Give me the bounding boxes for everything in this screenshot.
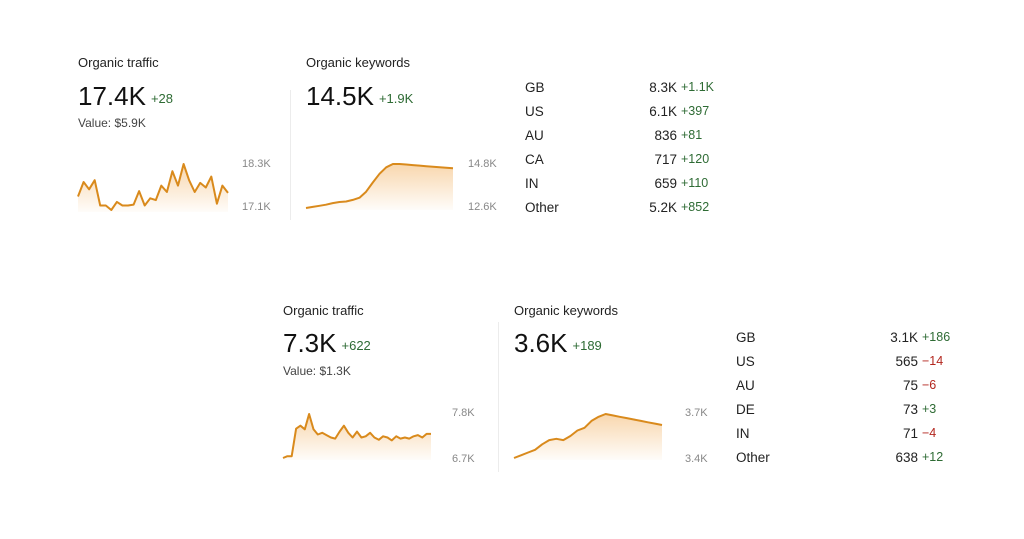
country-value: 8.3K [649,80,677,95]
country-name: GB [736,330,756,345]
country-name: IN [525,176,539,191]
country-name: GB [525,80,545,95]
bottom-keywords-value: 3.6K +189 [514,330,602,356]
top-traffic-value: 17.4K +28 [78,83,173,109]
country-row: Other 5.2K +852 [525,200,755,220]
country-value: 717 [654,152,677,167]
sparkline-area [514,414,662,460]
sparkline-area [78,164,228,212]
country-value: 3.1K [890,330,918,345]
country-row: Other 638 +12 [736,450,976,470]
country-delta: +3 [922,402,937,416]
country-delta: +110 [681,176,709,190]
country-name: CA [525,152,544,167]
country-row: IN 659 +110 [525,176,755,196]
country-value: 565 [895,354,918,369]
sparkline-line [305,163,454,209]
sparkline-area [283,414,431,460]
top-traffic-delta: +28 [150,91,174,106]
country-value: 836 [654,128,677,143]
bottom-traffic-axis-max: 7.8K [452,407,475,419]
bottom-divider [498,322,499,472]
sparkline-line [77,163,229,211]
top-country-table: GB 8.3K +1.1K US 6.1K +397 AU 836 +81 CA… [525,80,755,225]
country-delta: +81 [681,128,703,142]
country-row: AU 836 +81 [525,128,755,148]
country-name: DE [736,402,755,417]
country-row: GB 3.1K +186 [736,330,976,350]
top-traffic-money-value: Value: $5.9K [78,116,146,130]
bottom-traffic-money-value: Value: $1.3K [283,364,351,378]
bottom-traffic-delta: +622 [341,338,371,353]
country-row: GB 8.3K +1.1K [525,80,755,100]
country-row: US 565 −14 [736,354,976,374]
sparkline-line [282,413,431,459]
country-name: Other [525,200,559,215]
bottom-country-table: GB 3.1K +186 US 565 −14 AU 75 −6 DE 73 +… [736,330,976,475]
bottom-traffic-sparkline [282,413,431,460]
top-keywords-value: 14.5K +1.9K [306,83,413,109]
top-traffic-number: 17.4K [78,81,146,111]
top-keywords-delta: +1.9K [378,91,414,106]
sparkline-area [306,164,453,210]
country-name: US [525,104,544,119]
country-row: IN 71 −4 [736,426,976,446]
bottom-traffic-value: 7.3K +622 [283,330,371,356]
top-traffic-axis-max: 18.3K [242,158,271,170]
country-name: Other [736,450,770,465]
country-name: US [736,354,755,369]
country-value: 6.1K [649,104,677,119]
top-divider [290,90,291,220]
bottom-keywords-sparkline [513,413,663,460]
country-row: AU 75 −6 [736,378,976,398]
country-value: 659 [654,176,677,191]
country-name: AU [525,128,544,143]
country-delta: +12 [922,450,944,464]
top-traffic-label: Organic traffic [78,55,159,70]
country-value: 75 [902,378,918,393]
bottom-keywords-number: 3.6K [514,328,568,358]
bottom-keywords-axis-max: 3.7K [685,407,708,419]
country-delta: +186 [922,330,951,344]
top-panel: Organic traffic 17.4K +28 Value: $5.9K 18… [77,55,755,225]
top-keywords-number: 14.5K [306,81,374,111]
bottom-traffic-label: Organic traffic [283,303,364,318]
country-value: 73 [902,402,918,417]
bottom-traffic-axis-min: 6.7K [452,453,475,465]
country-value: 5.2K [649,200,677,215]
top-traffic-sparkline [77,163,229,212]
country-delta: −14 [922,354,944,368]
country-value: 638 [895,450,918,465]
top-keywords-axis-max: 14.8K [468,158,497,170]
country-value: 71 [902,426,918,441]
country-row: US 6.1K +397 [525,104,755,124]
bottom-keywords-label: Organic keywords [514,303,619,318]
top-traffic-axis-min: 17.1K [242,201,271,213]
country-delta: +1.1K [681,80,715,94]
country-name: IN [736,426,750,441]
country-delta: −4 [922,426,937,440]
country-name: AU [736,378,755,393]
sparkline-line [513,413,663,459]
country-delta: +397 [681,104,710,118]
top-keywords-sparkline [305,163,454,210]
bottom-keywords-axis-min: 3.4K [685,453,708,465]
bottom-keywords-delta: +189 [572,338,602,353]
bottom-traffic-number: 7.3K [283,328,337,358]
country-row: DE 73 +3 [736,402,976,422]
country-delta: +120 [681,152,710,166]
top-keywords-axis-min: 12.6K [468,201,497,213]
bottom-panel: Organic traffic 7.3K +622 Value: $1.3K 7.… [0,270,1024,539]
country-delta: −6 [922,378,937,392]
country-row: CA 717 +120 [525,152,755,172]
country-delta: +852 [681,200,710,214]
top-keywords-label: Organic keywords [306,55,411,70]
